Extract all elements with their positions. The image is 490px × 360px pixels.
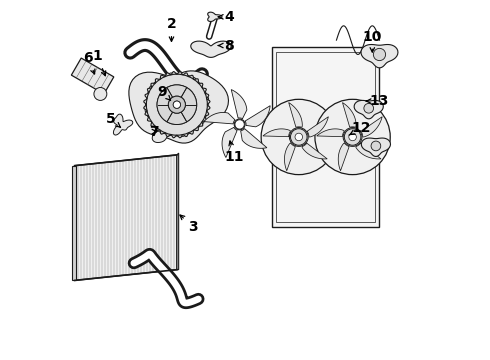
Circle shape	[294, 132, 303, 141]
Text: 11: 11	[224, 141, 244, 164]
Text: 8: 8	[218, 39, 234, 53]
Polygon shape	[144, 72, 210, 138]
Circle shape	[371, 141, 381, 151]
Polygon shape	[338, 143, 349, 171]
Circle shape	[261, 99, 337, 175]
Polygon shape	[263, 129, 291, 137]
Polygon shape	[191, 41, 231, 57]
Circle shape	[169, 96, 185, 113]
Text: 9: 9	[158, 85, 171, 100]
Polygon shape	[285, 143, 295, 171]
Circle shape	[315, 99, 390, 175]
Polygon shape	[113, 114, 133, 135]
Polygon shape	[177, 153, 179, 270]
Circle shape	[348, 132, 357, 141]
Polygon shape	[343, 103, 356, 127]
Polygon shape	[356, 143, 381, 159]
Bar	[72, 166, 76, 280]
Polygon shape	[204, 112, 235, 124]
Polygon shape	[241, 129, 267, 148]
Polygon shape	[152, 117, 177, 143]
Polygon shape	[145, 73, 209, 136]
Text: 3: 3	[180, 215, 198, 234]
Circle shape	[94, 87, 107, 100]
Circle shape	[173, 101, 180, 108]
Circle shape	[364, 103, 373, 113]
Circle shape	[173, 101, 180, 108]
Text: 12: 12	[349, 121, 371, 135]
Circle shape	[349, 133, 356, 141]
Bar	[276, 51, 375, 222]
Polygon shape	[245, 106, 270, 127]
Polygon shape	[129, 71, 228, 143]
Polygon shape	[208, 12, 222, 22]
Circle shape	[291, 129, 307, 145]
Polygon shape	[302, 143, 327, 159]
Circle shape	[169, 96, 185, 113]
Circle shape	[344, 129, 361, 145]
Circle shape	[157, 85, 196, 125]
Circle shape	[373, 48, 386, 60]
Polygon shape	[72, 58, 114, 94]
Circle shape	[295, 133, 302, 141]
Polygon shape	[354, 100, 383, 119]
Polygon shape	[74, 155, 177, 280]
Text: 7: 7	[149, 125, 158, 139]
Text: 6: 6	[83, 51, 95, 74]
Polygon shape	[361, 45, 398, 68]
Polygon shape	[361, 117, 382, 137]
Circle shape	[343, 127, 362, 147]
Circle shape	[235, 120, 245, 129]
Text: 2: 2	[167, 17, 176, 41]
Polygon shape	[317, 129, 344, 137]
Circle shape	[290, 127, 308, 147]
Polygon shape	[361, 138, 391, 157]
Circle shape	[234, 119, 245, 130]
Polygon shape	[222, 127, 237, 158]
Polygon shape	[307, 117, 328, 137]
Polygon shape	[231, 90, 247, 119]
Polygon shape	[289, 103, 302, 127]
Text: 10: 10	[363, 30, 382, 52]
Circle shape	[157, 85, 196, 125]
Text: 5: 5	[106, 112, 121, 127]
Text: 4: 4	[218, 10, 234, 24]
Text: 13: 13	[367, 94, 389, 108]
Text: 1: 1	[93, 49, 106, 76]
Bar	[272, 47, 379, 226]
